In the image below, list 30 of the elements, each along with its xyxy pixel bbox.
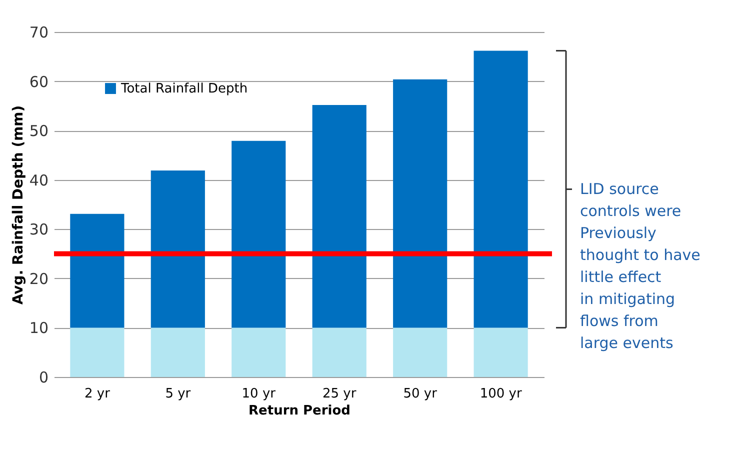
bar [312,328,366,377]
y-tick-label: 20 [29,270,48,288]
text: LID source controls were Previously thought to have little effect in mitigating flows from large events [580,180,700,352]
bar [312,104,366,328]
y-tick-label: 0 [38,368,48,386]
bar [150,170,205,328]
x-tick-label: 10 yr [242,386,276,402]
y-tick-label: 40 [29,171,48,190]
x-tick-label: 50 yr [403,386,438,402]
bar [232,328,286,377]
bar [150,328,205,377]
x-tick-label: 25 yr [322,386,357,402]
bar [70,328,124,377]
y-tick-label: 50 [29,122,48,140]
bar [474,328,528,377]
x-tick-label: 100 yr [480,386,522,402]
legend-label: Total Rainfall Depth [120,82,248,96]
bar [474,50,528,328]
x-tick-label: 2 yr [84,386,111,402]
y-tick-label: 70 [29,24,48,42]
y-axis-title: Avg. Rainfall Depth (mm) [10,105,26,305]
y-tick-label: 30 [29,220,48,239]
bar [232,140,286,328]
x-tick-label: 5 yr [165,386,192,402]
bar [70,214,124,328]
bar [393,79,448,328]
y-tick-label: 10 [29,319,48,338]
y-tick-label: 60 [29,72,48,91]
bar [393,328,448,377]
x-axis-title: Return Period [248,404,350,418]
